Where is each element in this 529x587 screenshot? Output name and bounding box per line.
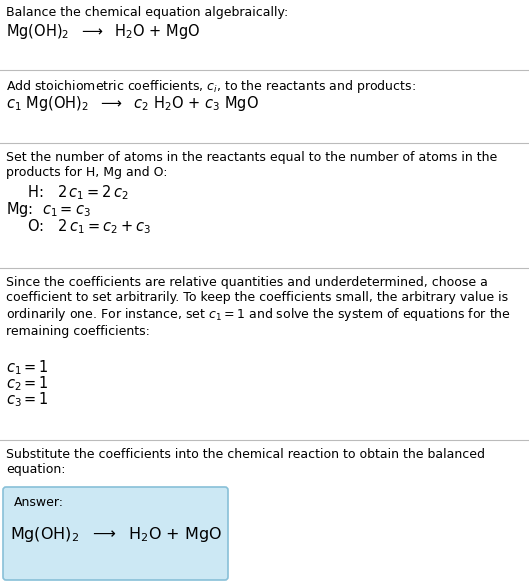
Text: Mg(OH)$_2$  $\longrightarrow$  H$_2$O + MgO: Mg(OH)$_2$ $\longrightarrow$ H$_2$O + Mg… (10, 525, 222, 544)
Text: Mg(OH)$_2$  $\longrightarrow$  H$_2$O + MgO: Mg(OH)$_2$ $\longrightarrow$ H$_2$O + Mg… (6, 22, 200, 41)
Text: Since the coefficients are relative quantities and underdetermined, choose a
coe: Since the coefficients are relative quan… (6, 276, 511, 338)
Text: Substitute the coefficients into the chemical reaction to obtain the balanced
eq: Substitute the coefficients into the che… (6, 448, 485, 476)
Text: O:   $2\,c_1 = c_2 + c_3$: O: $2\,c_1 = c_2 + c_3$ (18, 217, 151, 236)
FancyBboxPatch shape (3, 487, 228, 580)
Text: Mg:  $c_1 = c_3$: Mg: $c_1 = c_3$ (6, 200, 91, 219)
Text: $c_1 = 1$: $c_1 = 1$ (6, 358, 49, 377)
Text: Answer:: Answer: (14, 496, 64, 509)
Text: Balance the chemical equation algebraically:: Balance the chemical equation algebraica… (6, 6, 288, 19)
Text: $c_3 = 1$: $c_3 = 1$ (6, 390, 49, 409)
Text: H:   $2\,c_1 = 2\,c_2$: H: $2\,c_1 = 2\,c_2$ (18, 183, 129, 202)
Text: Add stoichiometric coefficients, $c_i$, to the reactants and products:: Add stoichiometric coefficients, $c_i$, … (6, 78, 416, 95)
Text: Set the number of atoms in the reactants equal to the number of atoms in the
pro: Set the number of atoms in the reactants… (6, 151, 497, 179)
Text: $c_2 = 1$: $c_2 = 1$ (6, 374, 49, 393)
Text: $c_1$ Mg(OH)$_2$  $\longrightarrow$  $c_2$ H$_2$O + $c_3$ MgO: $c_1$ Mg(OH)$_2$ $\longrightarrow$ $c_2$… (6, 94, 259, 113)
